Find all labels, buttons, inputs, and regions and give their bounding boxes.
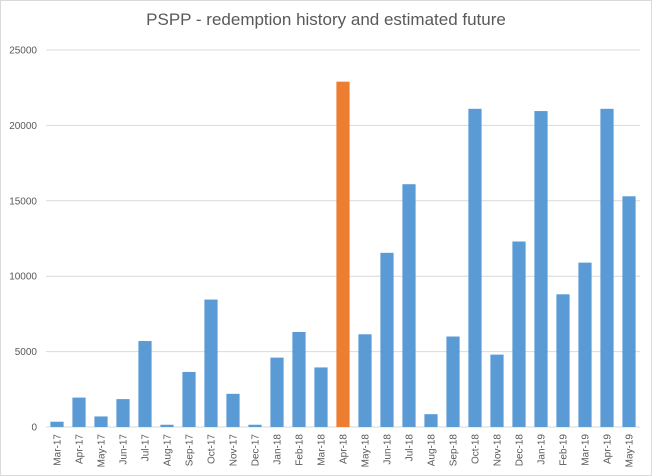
y-tick-label: 25000 xyxy=(9,46,37,57)
bars xyxy=(50,81,636,428)
bar-feb-19 xyxy=(556,294,570,427)
bar-jun-17 xyxy=(116,399,130,427)
x-tick-label: Dec-17 xyxy=(251,434,262,467)
x-tick-label: May-18 xyxy=(361,434,372,468)
x-tick-label: Sep-18 xyxy=(449,434,460,467)
bar-oct-17 xyxy=(204,299,218,427)
x-tick-label: Feb-18 xyxy=(295,434,306,466)
bar-may-19 xyxy=(622,196,636,427)
x-tick-label: May-19 xyxy=(625,434,636,468)
bar-jun-18 xyxy=(380,252,394,427)
x-tick-label: Jul-17 xyxy=(141,434,152,462)
x-tick-label: Mar-18 xyxy=(317,434,328,466)
bar-dec-18 xyxy=(512,241,526,427)
x-tick-label: Aug-17 xyxy=(163,434,174,467)
x-tick-label: Mar-19 xyxy=(581,434,592,466)
x-axis-ticks: Mar-17 Apr-17 May-17 Jun-17 Jul-17 Aug-17 Sep-… xyxy=(53,434,636,468)
bar-apr-17 xyxy=(72,397,86,427)
bar-oct-18 xyxy=(468,108,482,427)
bar-dec-17 xyxy=(248,424,262,427)
x-tick-label: Nov-18 xyxy=(493,434,504,467)
bar-apr-19 xyxy=(600,108,614,427)
x-tick-label: Sep-17 xyxy=(185,434,196,467)
x-tick-label: Aug-18 xyxy=(427,434,438,467)
bar-apr-18 xyxy=(336,81,350,428)
y-axis-ticks: 0 5000 10000 15000 20000 25000 xyxy=(9,46,37,434)
bar-jul-18 xyxy=(402,184,416,427)
x-tick-label: Jun-18 xyxy=(383,434,394,465)
bar-aug-18 xyxy=(424,414,438,427)
bar-jan-18 xyxy=(270,357,284,427)
x-tick-label: Apr-19 xyxy=(603,434,614,464)
y-tick-label: 0 xyxy=(31,423,37,434)
x-tick-label: Nov-17 xyxy=(229,434,240,467)
bar-may-17 xyxy=(94,416,108,427)
y-tick-label: 5000 xyxy=(15,347,38,358)
bar-aug-17 xyxy=(160,424,174,427)
y-tick-label: 20000 xyxy=(9,121,37,132)
bar-jan-19 xyxy=(534,111,548,427)
x-tick-label: Jan-18 xyxy=(273,434,284,465)
bar-may-18 xyxy=(358,334,372,427)
bar-mar-19 xyxy=(578,262,592,427)
x-tick-label: Jan-19 xyxy=(537,434,548,465)
chart-title: PSPP - redemption history and estimated … xyxy=(146,10,506,29)
bar-nov-18 xyxy=(490,354,504,427)
bar-sep-17 xyxy=(182,371,196,427)
bar-feb-18 xyxy=(292,332,306,427)
x-tick-label: Oct-18 xyxy=(471,434,482,464)
bar-mar-18 xyxy=(314,367,328,427)
x-tick-label: Mar-17 xyxy=(53,434,64,466)
bar-sep-18 xyxy=(446,336,460,427)
x-tick-label: Feb-19 xyxy=(559,434,570,466)
x-tick-label: Apr-17 xyxy=(75,434,86,464)
x-tick-label: Jul-18 xyxy=(405,434,416,462)
x-tick-label: Dec-18 xyxy=(515,434,526,467)
y-tick-label: 15000 xyxy=(9,196,37,207)
bar-jul-17 xyxy=(138,341,152,427)
x-tick-label: Oct-17 xyxy=(207,434,218,464)
x-tick-label: May-17 xyxy=(97,434,108,468)
y-tick-label: 10000 xyxy=(9,272,37,283)
x-tick-label: Apr-18 xyxy=(339,434,350,464)
bar-mar-17 xyxy=(50,421,64,427)
x-tick-label: Jun-17 xyxy=(119,434,130,465)
bar-nov-17 xyxy=(226,393,240,427)
